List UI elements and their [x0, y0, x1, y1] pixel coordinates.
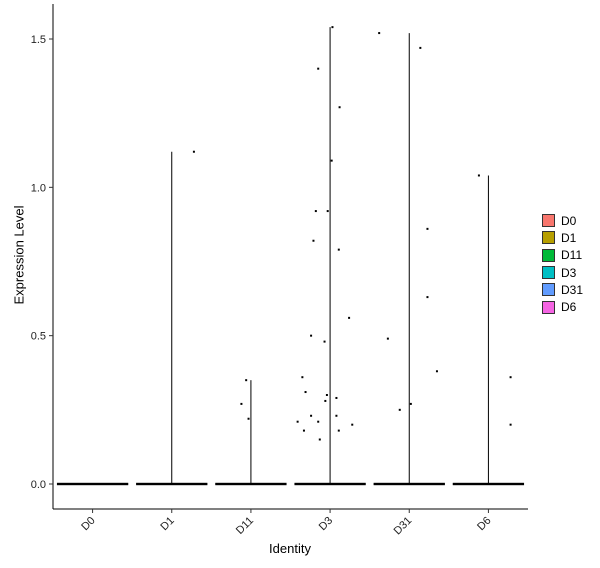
x-tick-label-d1: D1 [158, 515, 176, 533]
legend-swatch [542, 283, 555, 297]
jitter-point [337, 429, 340, 432]
jitter-point [509, 423, 512, 426]
legend-swatch [542, 214, 555, 228]
jitter-point [331, 26, 334, 29]
jitter-point [325, 394, 328, 396]
jitter-point [337, 248, 340, 251]
jitter-point [426, 227, 429, 230]
legend-label: D0 [561, 213, 577, 228]
legend: D0 D1 D11 D3 D31 D6 [542, 212, 583, 316]
jitter-point [419, 46, 422, 49]
legend-label: D1 [561, 230, 577, 245]
jitter-point [398, 408, 401, 411]
legend-swatch [542, 248, 555, 262]
jitter-point [304, 391, 307, 394]
legend-swatch [542, 300, 555, 314]
jitter-point [310, 414, 313, 417]
y-tick-label: 0.0 [31, 479, 46, 491]
jitter-point [326, 210, 329, 213]
legend-label: D3 [561, 265, 577, 280]
legend-swatch [542, 266, 555, 280]
jitter-point [409, 402, 412, 405]
jitter-point [324, 399, 327, 402]
jitter-point [330, 159, 333, 162]
legend-item-d31: D31 [542, 281, 583, 298]
jitter-point [240, 402, 243, 405]
legend-item-d1: D1 [542, 229, 583, 246]
jitter-point [348, 316, 351, 319]
jitter-point [509, 376, 512, 379]
jitter-point [296, 420, 299, 423]
x-tick-label-d11: D11 [234, 515, 256, 537]
jitter-point [378, 32, 381, 35]
jitter-point [435, 370, 438, 373]
jitter-point [338, 106, 341, 109]
legend-item-d0: D0 [542, 212, 583, 229]
jitter-point [314, 210, 317, 213]
x-tick-label-d0: D0 [79, 515, 97, 533]
jitter-point [245, 379, 248, 382]
jitter-point [302, 429, 305, 432]
y-tick-label: 1.5 [31, 34, 46, 46]
jitter-point [317, 420, 320, 423]
jitter-point [323, 340, 326, 343]
legend-swatch [542, 231, 555, 245]
legend-label: D11 [561, 248, 583, 263]
y-axis-title: Expression Level [11, 205, 27, 305]
jitter-point [312, 239, 315, 242]
y-tick-label: 1.0 [31, 182, 46, 194]
legend-label: D6 [561, 300, 577, 315]
x-tick-label-d31: D31 [392, 515, 415, 538]
x-axis-title: Identity [269, 541, 311, 556]
jitter-point [477, 174, 480, 177]
jitter-point [317, 67, 320, 70]
legend-item-d3: D3 [542, 264, 583, 281]
jitter-point [318, 438, 321, 441]
jitter-point [310, 334, 313, 337]
x-tick-label-d3: D3 [317, 515, 335, 533]
y-tick-label: 0.5 [31, 331, 46, 343]
jitter-point [301, 376, 304, 379]
legend-item-d11: D11 [542, 247, 583, 264]
jitter-point [426, 296, 429, 299]
legend-item-d6: D6 [542, 298, 583, 315]
jitter-point [192, 150, 195, 153]
jitter-point [351, 423, 354, 426]
jitter-point [335, 396, 338, 399]
legend-label: D31 [561, 282, 584, 297]
jitter-point [386, 337, 389, 340]
x-tick-label-d6: D6 [475, 515, 493, 533]
jitter-point [247, 417, 250, 420]
jitter-point [335, 414, 338, 417]
